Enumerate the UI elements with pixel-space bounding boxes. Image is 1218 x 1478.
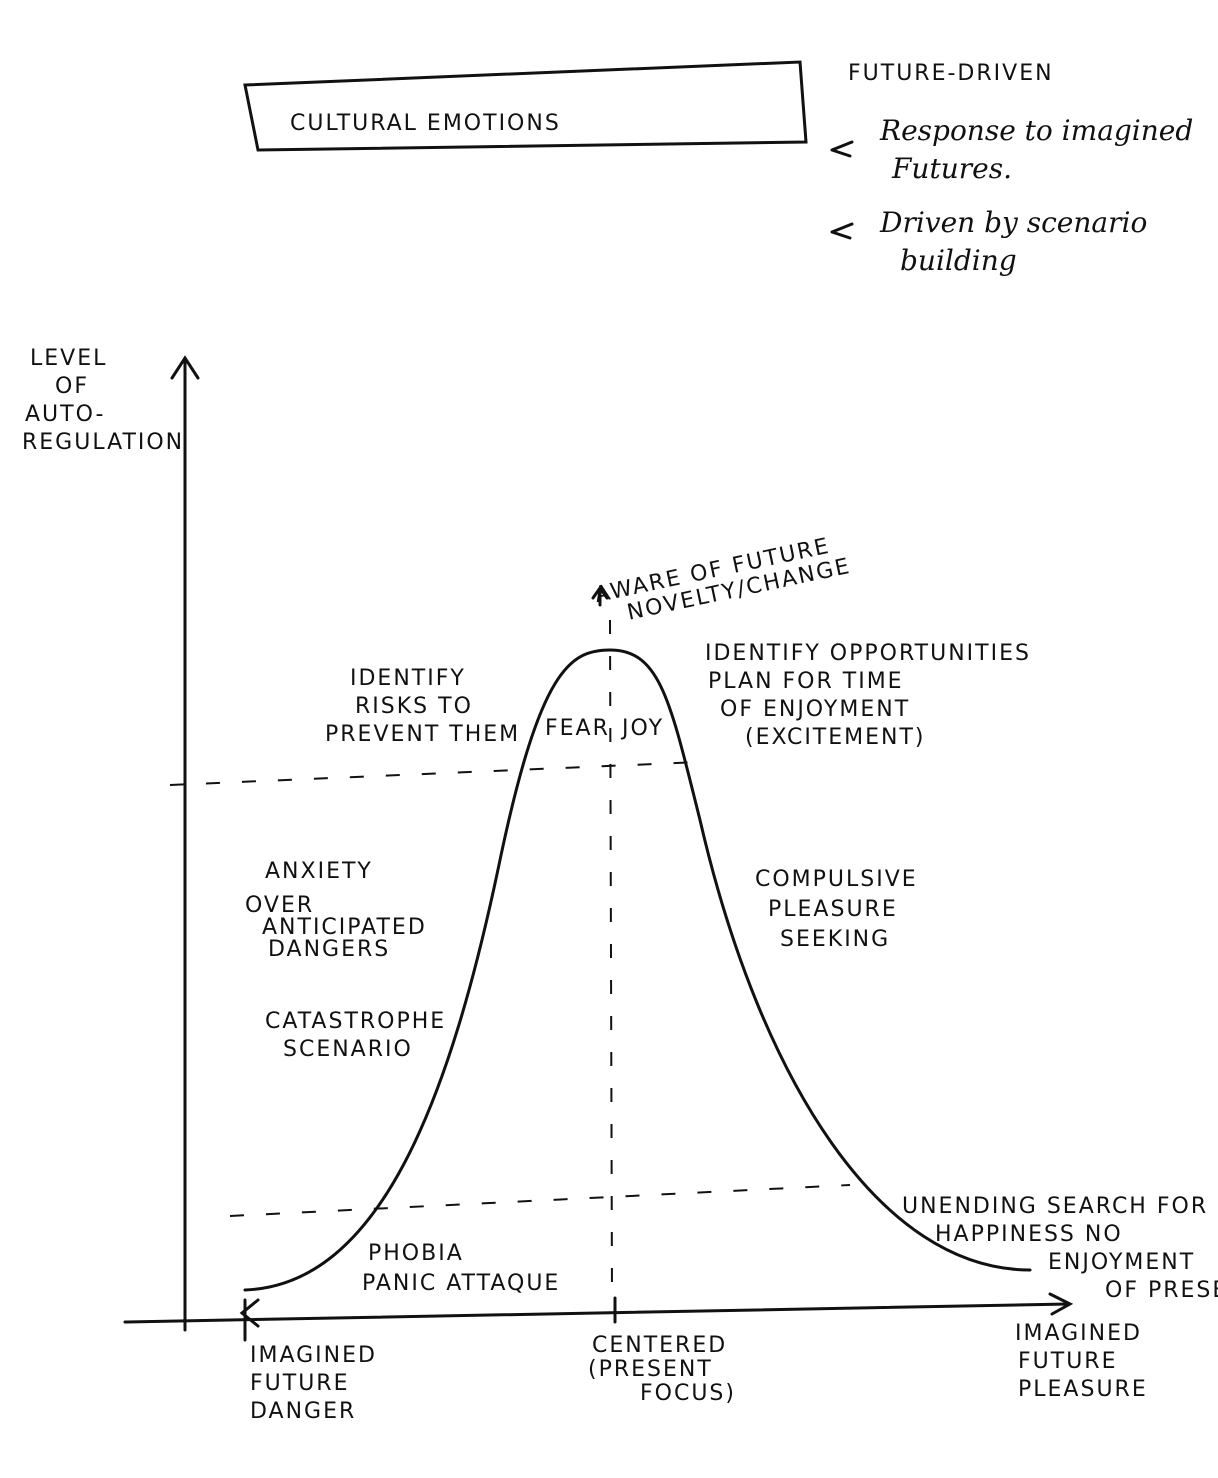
x-label: (PRESENT — [588, 1357, 713, 1382]
center-line — [609, 619, 613, 1299]
fear-label: FEAR — [545, 716, 610, 741]
note-item: building — [900, 244, 1017, 277]
left-top-label: IDENTIFY — [350, 666, 466, 691]
note-item: Futures. — [891, 152, 1012, 185]
left-top-label: RISKS TO — [355, 694, 473, 719]
emotion-curve — [243, 648, 1032, 1292]
right-top-label: (EXCITEMENT) — [745, 725, 926, 750]
right-top-label: PLAN FOR TIME — [708, 669, 904, 694]
unending-label: HAPPINESS NO — [935, 1222, 1123, 1247]
x-label: CENTERED — [592, 1333, 727, 1358]
y-axis — [170, 355, 200, 1332]
y-axis-label: REGULATION — [22, 430, 184, 455]
title: CULTURAL EMOTIONS — [290, 111, 561, 136]
compulsive-label: SEEKING — [780, 927, 890, 952]
anxiety-note: OVER — [245, 893, 314, 918]
lower-threshold — [229, 1184, 851, 1217]
unending-label: OF PRESENT — [1105, 1278, 1218, 1303]
x-label: DANGER — [250, 1399, 356, 1424]
upper-threshold — [169, 761, 701, 786]
y-axis-label: LEVEL — [30, 346, 107, 371]
unending-label: UNENDING SEARCH FOR — [902, 1194, 1208, 1219]
catastrophe-label: CATASTROPHE — [265, 1009, 446, 1034]
phobia-label: PHOBIA — [368, 1241, 464, 1266]
anxiety-note: ANTICIPATED — [262, 915, 427, 940]
joy-label: JOY — [620, 716, 664, 741]
x-label: FUTURE — [250, 1371, 349, 1396]
x-axis-left-end — [239, 1298, 260, 1342]
y-axis-label: AUTO- — [25, 402, 105, 427]
peak-arrow — [591, 585, 609, 607]
phobia-label: PANIC ATTAQUE — [362, 1271, 560, 1296]
catastrophe-label: SCENARIO — [283, 1037, 413, 1062]
note-arrows — [830, 140, 854, 240]
note-item: Response to imagined — [879, 114, 1193, 147]
x-axis — [123, 1292, 1074, 1324]
left-top-label: PREVENT THEM — [325, 722, 520, 747]
compulsive-label: PLEASURE — [768, 897, 898, 922]
unending-label: ENJOYMENT — [1048, 1250, 1195, 1275]
compulsive-label: COMPULSIVE — [755, 867, 918, 892]
x-label: PLEASURE — [1018, 1377, 1148, 1402]
x-label: FOCUS) — [640, 1381, 736, 1406]
y-axis-label: OF — [55, 374, 89, 399]
anxiety-label: ANXIETY — [265, 859, 373, 884]
note-item: Driven by scenario — [879, 206, 1147, 239]
x-label: FUTURE — [1018, 1349, 1117, 1374]
title-box — [243, 60, 808, 152]
x-label: IMAGINED — [1015, 1321, 1142, 1346]
right-top-label: IDENTIFY OPPORTUNITIES — [705, 641, 1031, 666]
note-heading: FUTURE-DRIVEN — [848, 61, 1054, 86]
anxiety-note: DANGERS — [268, 937, 390, 962]
right-top-label: OF ENJOYMENT — [720, 697, 910, 722]
x-label: IMAGINED — [250, 1343, 377, 1368]
